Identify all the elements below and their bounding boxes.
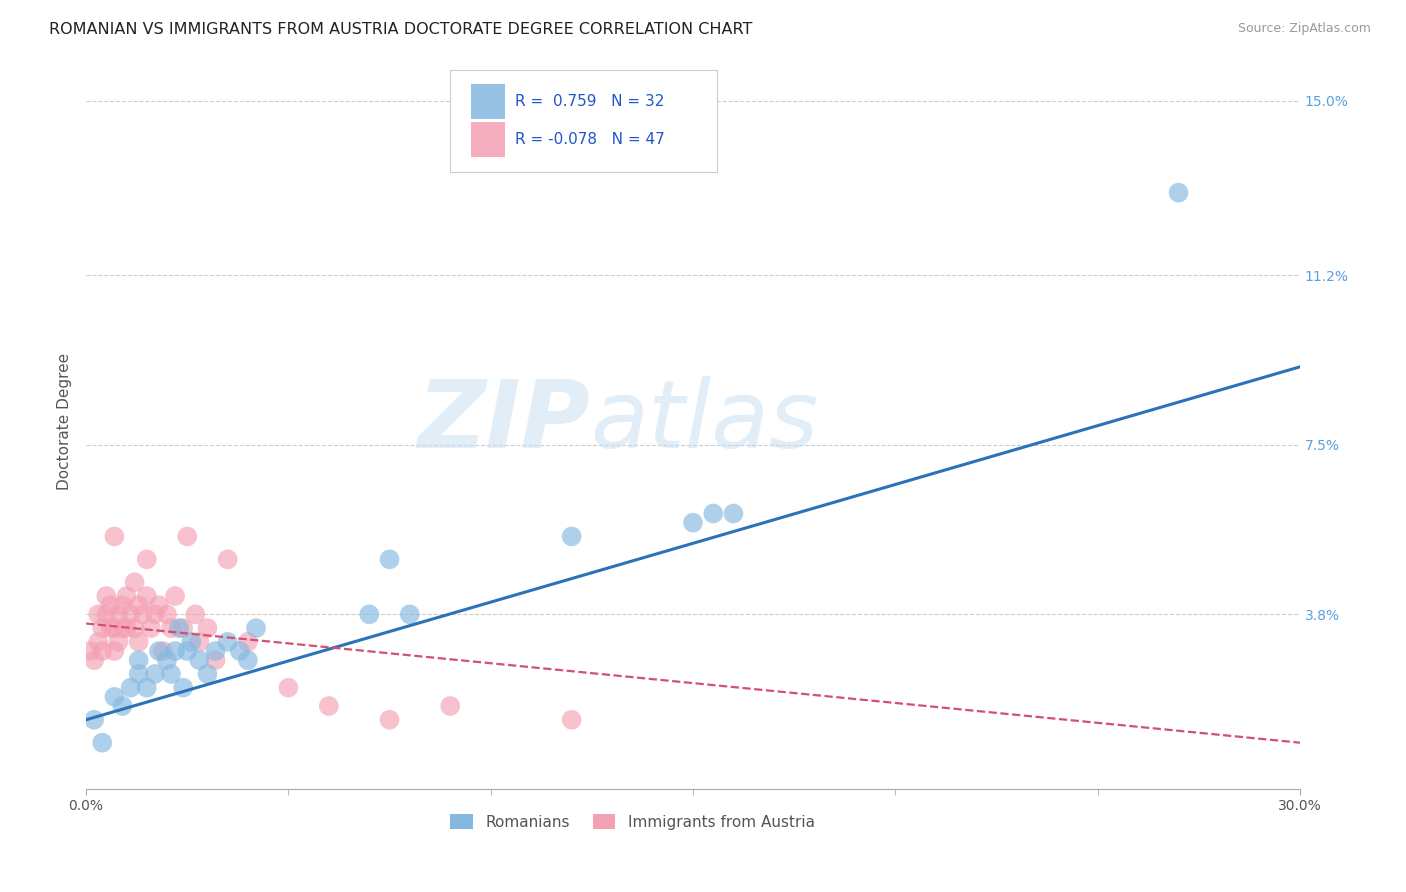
Point <box>135 681 157 695</box>
Point <box>152 644 174 658</box>
Point <box>217 635 239 649</box>
Point <box>197 621 219 635</box>
Point <box>160 667 183 681</box>
Point <box>318 699 340 714</box>
Point <box>165 644 187 658</box>
Point <box>98 621 121 635</box>
Point <box>172 681 194 695</box>
Point <box>139 621 162 635</box>
Point <box>398 607 420 622</box>
Point <box>143 667 166 681</box>
Point <box>107 607 129 622</box>
Point <box>128 598 150 612</box>
Point <box>204 644 226 658</box>
Point <box>561 713 583 727</box>
Point <box>148 598 170 612</box>
Point <box>165 589 187 603</box>
Point <box>229 644 252 658</box>
FancyBboxPatch shape <box>450 70 717 172</box>
Point <box>156 653 179 667</box>
Point <box>132 607 155 622</box>
Point <box>128 635 150 649</box>
Point <box>124 575 146 590</box>
Y-axis label: Doctorate Degree: Doctorate Degree <box>58 353 72 491</box>
Point <box>180 635 202 649</box>
Point <box>561 529 583 543</box>
Point <box>236 653 259 667</box>
FancyBboxPatch shape <box>471 122 505 157</box>
Text: ZIP: ZIP <box>418 376 591 467</box>
Point <box>83 653 105 667</box>
Point <box>120 607 142 622</box>
FancyBboxPatch shape <box>471 84 505 119</box>
Text: R =  0.759   N = 32: R = 0.759 N = 32 <box>515 94 664 109</box>
Point <box>98 598 121 612</box>
Point <box>135 589 157 603</box>
Point <box>103 644 125 658</box>
Point <box>359 607 381 622</box>
Point <box>160 621 183 635</box>
Point <box>103 621 125 635</box>
Legend: Romanians, Immigrants from Austria: Romanians, Immigrants from Austria <box>444 807 821 836</box>
Point <box>184 607 207 622</box>
Text: atlas: atlas <box>591 376 818 467</box>
Point <box>103 529 125 543</box>
Text: Source: ZipAtlas.com: Source: ZipAtlas.com <box>1237 22 1371 36</box>
Point <box>439 699 461 714</box>
Point <box>378 713 401 727</box>
Point <box>156 607 179 622</box>
Point <box>91 621 114 635</box>
Point <box>176 644 198 658</box>
Point <box>143 607 166 622</box>
Point <box>197 667 219 681</box>
Point <box>702 507 724 521</box>
Point <box>148 644 170 658</box>
Point <box>188 653 211 667</box>
Point <box>91 736 114 750</box>
Point <box>91 644 114 658</box>
Point <box>682 516 704 530</box>
Point <box>188 635 211 649</box>
Point <box>128 667 150 681</box>
Point <box>111 699 134 714</box>
Text: R = -0.078   N = 47: R = -0.078 N = 47 <box>515 132 664 147</box>
Point <box>111 598 134 612</box>
Point <box>723 507 745 521</box>
Point <box>176 529 198 543</box>
Point <box>107 635 129 649</box>
Point <box>236 635 259 649</box>
Point <box>245 621 267 635</box>
Point <box>96 607 118 622</box>
Point <box>115 589 138 603</box>
Point <box>167 621 190 635</box>
Point <box>96 589 118 603</box>
Point <box>115 621 138 635</box>
Point <box>103 690 125 704</box>
Point <box>204 653 226 667</box>
Point <box>87 607 110 622</box>
Point <box>135 552 157 566</box>
Point <box>277 681 299 695</box>
Text: ROMANIAN VS IMMIGRANTS FROM AUSTRIA DOCTORATE DEGREE CORRELATION CHART: ROMANIAN VS IMMIGRANTS FROM AUSTRIA DOCT… <box>49 22 752 37</box>
Point <box>124 621 146 635</box>
Point <box>83 713 105 727</box>
Point <box>1167 186 1189 200</box>
Point <box>172 621 194 635</box>
Point <box>79 644 101 658</box>
Point <box>120 681 142 695</box>
Point <box>378 552 401 566</box>
Point <box>217 552 239 566</box>
Point <box>128 653 150 667</box>
Point <box>111 621 134 635</box>
Point <box>87 635 110 649</box>
